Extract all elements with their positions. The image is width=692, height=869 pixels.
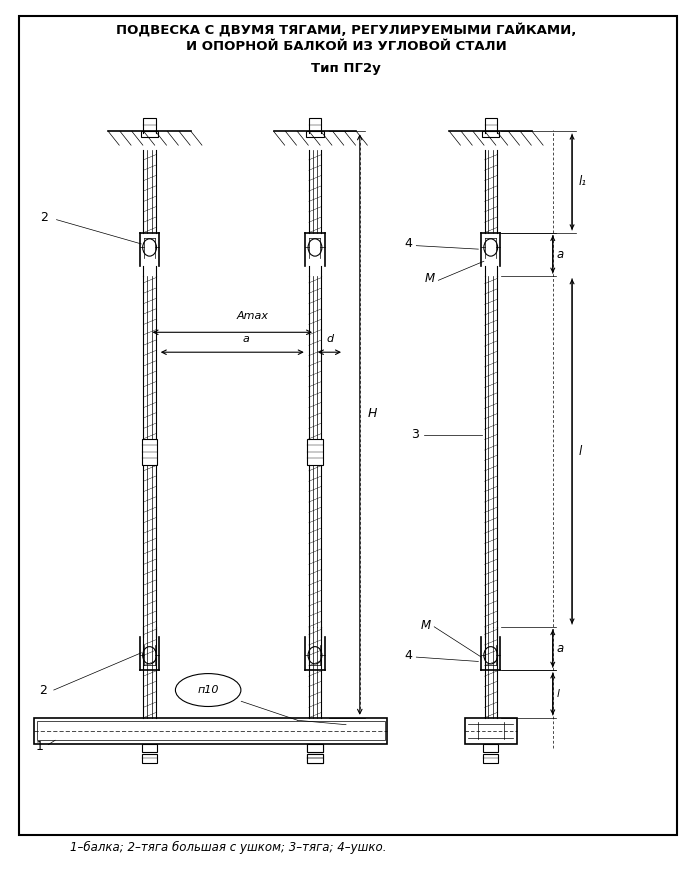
Text: 1: 1 xyxy=(35,740,43,753)
Text: H: H xyxy=(368,408,377,421)
Circle shape xyxy=(308,239,322,256)
Text: a: a xyxy=(557,248,564,261)
Text: Тип ПГ2у: Тип ПГ2у xyxy=(311,63,381,76)
Circle shape xyxy=(484,239,498,256)
Bar xyxy=(37,721,385,740)
Text: 2: 2 xyxy=(40,211,48,224)
Circle shape xyxy=(143,647,156,664)
Text: 3: 3 xyxy=(411,428,419,441)
Bar xyxy=(307,439,322,465)
Text: M: M xyxy=(425,272,435,285)
Text: l₁: l₁ xyxy=(579,176,587,189)
Bar xyxy=(142,439,157,465)
Text: 4: 4 xyxy=(404,237,412,250)
Bar xyxy=(307,754,322,763)
Text: И ОПОРНОЙ БАЛКОЙ ИЗ УГЛОВОЙ СТАЛИ: И ОПОРНОЙ БАЛКОЙ ИЗ УГЛОВОЙ СТАЛИ xyxy=(185,40,507,53)
Bar xyxy=(484,118,497,131)
Bar xyxy=(307,754,322,763)
Text: a: a xyxy=(243,334,250,343)
Text: п10: п10 xyxy=(197,685,219,695)
Text: 2: 2 xyxy=(39,684,46,697)
Bar xyxy=(141,131,158,136)
Text: ПОДВЕСКА С ДВУМЯ ТЯГАМИ, РЕГУЛИРУЕМЫМИ ГАЙКАМИ,: ПОДВЕСКА С ДВУМЯ ТЯГАМИ, РЕГУЛИРУЕМЫМИ Г… xyxy=(116,22,576,36)
Circle shape xyxy=(308,647,322,664)
Text: d: d xyxy=(327,334,334,343)
Bar xyxy=(465,718,517,744)
Bar xyxy=(483,744,498,753)
Bar xyxy=(142,754,157,763)
Bar xyxy=(307,131,324,136)
Text: M: M xyxy=(420,619,430,632)
Text: l: l xyxy=(579,445,582,458)
Bar xyxy=(307,744,322,753)
Text: Amax: Amax xyxy=(237,311,269,321)
Bar xyxy=(483,754,498,763)
Text: a: a xyxy=(557,642,564,655)
Circle shape xyxy=(143,239,156,256)
Bar xyxy=(482,131,500,136)
Circle shape xyxy=(484,647,498,664)
Bar xyxy=(307,744,322,753)
Bar xyxy=(309,118,321,131)
Ellipse shape xyxy=(175,673,241,706)
Text: l: l xyxy=(557,689,560,699)
Text: 1–балка; 2–тяга большая с ушком; 3–тяга; 4–ушко.: 1–балка; 2–тяга большая с ушком; 3–тяга;… xyxy=(71,841,387,854)
Bar xyxy=(35,718,388,744)
Bar xyxy=(142,744,157,753)
Bar xyxy=(143,118,156,131)
Text: 4: 4 xyxy=(404,649,412,662)
